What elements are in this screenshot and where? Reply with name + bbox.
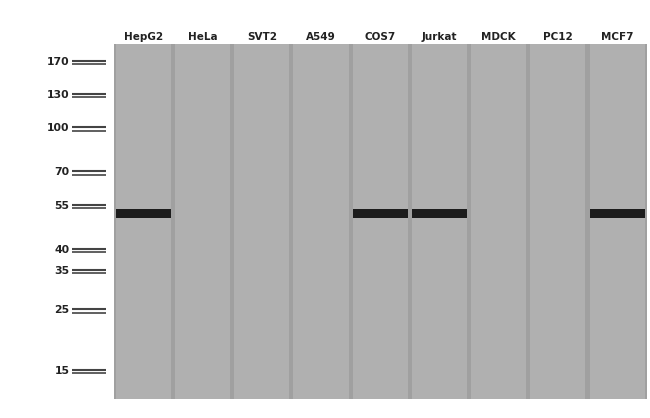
Text: 170: 170 <box>47 56 70 66</box>
Text: 15: 15 <box>55 366 70 376</box>
Bar <box>294 44 348 399</box>
Text: 25: 25 <box>55 305 70 315</box>
Bar <box>412 209 467 218</box>
Bar <box>353 209 408 218</box>
Text: MDCK: MDCK <box>482 32 516 42</box>
Text: PC12: PC12 <box>543 32 573 42</box>
Text: 40: 40 <box>55 245 70 255</box>
Bar <box>590 209 645 218</box>
Bar <box>353 44 408 399</box>
Text: SVT2: SVT2 <box>247 32 277 42</box>
Text: 70: 70 <box>55 167 70 177</box>
Text: Jurkat: Jurkat <box>422 32 457 42</box>
Bar <box>471 44 526 399</box>
Bar <box>234 44 289 399</box>
Text: 55: 55 <box>55 201 70 211</box>
Text: 35: 35 <box>55 265 70 275</box>
Text: MCF7: MCF7 <box>601 32 633 42</box>
Bar <box>116 44 171 399</box>
Text: 100: 100 <box>47 123 70 133</box>
Bar <box>412 44 467 399</box>
Bar <box>590 44 645 399</box>
Bar <box>530 44 586 399</box>
Text: 130: 130 <box>47 90 70 100</box>
Text: HeLa: HeLa <box>188 32 217 42</box>
Bar <box>175 44 230 399</box>
Text: HepG2: HepG2 <box>124 32 163 42</box>
Bar <box>114 44 647 399</box>
Text: COS7: COS7 <box>365 32 396 42</box>
Bar <box>116 209 171 218</box>
Text: A549: A549 <box>306 32 336 42</box>
